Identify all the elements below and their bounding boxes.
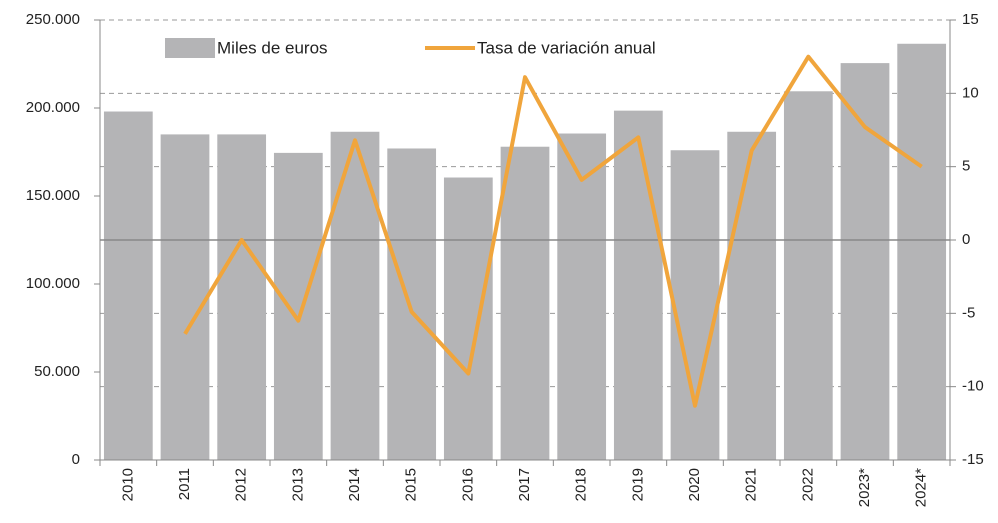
bar xyxy=(103,111,153,461)
y-tick-label: 200.000 xyxy=(26,99,80,116)
y2-tick-label: 15 xyxy=(962,11,979,28)
x-tick-label: 2013 xyxy=(289,468,306,501)
bar xyxy=(217,134,267,460)
bar xyxy=(727,131,777,460)
x-tick-label: 2014 xyxy=(346,468,363,501)
y2-tick-label: -10 xyxy=(962,378,984,395)
y-tick-label: 0 xyxy=(72,451,80,468)
bar xyxy=(613,110,663,460)
x-tick-label: 2022 xyxy=(799,468,816,501)
y-tick-label: 100.000 xyxy=(26,275,80,292)
bar xyxy=(330,131,380,460)
x-tick-label: 2020 xyxy=(686,468,703,501)
y-tick-label: 250.000 xyxy=(26,11,80,28)
x-tick-label: 2010 xyxy=(119,468,136,501)
x-tick-label: 2015 xyxy=(403,468,420,501)
bar xyxy=(443,177,493,460)
y2-tick-label: 0 xyxy=(962,231,970,248)
y-tick-label: 150.000 xyxy=(26,187,80,204)
y2-tick-label: 5 xyxy=(962,158,970,175)
y-tick-label: 50.000 xyxy=(34,363,80,380)
bar xyxy=(273,152,323,460)
bar xyxy=(840,63,890,461)
bar xyxy=(897,43,947,460)
x-tick-label: 2024* xyxy=(913,468,930,507)
x-tick-label: 2019 xyxy=(629,468,646,501)
x-tick-label: 2016 xyxy=(459,468,476,501)
bar xyxy=(557,133,607,460)
legend-label: Miles de euros xyxy=(217,38,328,57)
x-tick-label: 2012 xyxy=(233,468,250,501)
x-tick-label: 2011 xyxy=(176,468,193,500)
bar xyxy=(160,134,210,460)
legend-swatch xyxy=(165,38,215,58)
x-tick-label: 2018 xyxy=(573,468,590,501)
bar xyxy=(387,148,437,461)
bar xyxy=(500,146,550,460)
x-tick-label: 2017 xyxy=(516,468,533,501)
y2-tick-label: -5 xyxy=(962,304,975,321)
x-tick-label: 2021 xyxy=(743,468,760,501)
legend-label: Tasa de variación anual xyxy=(477,38,656,57)
y2-tick-label: 10 xyxy=(962,84,979,101)
y2-tick-label: -15 xyxy=(962,451,984,468)
x-tick-label: 2023* xyxy=(856,468,873,507)
line xyxy=(183,54,923,408)
bar xyxy=(783,91,833,460)
bar xyxy=(670,150,720,461)
